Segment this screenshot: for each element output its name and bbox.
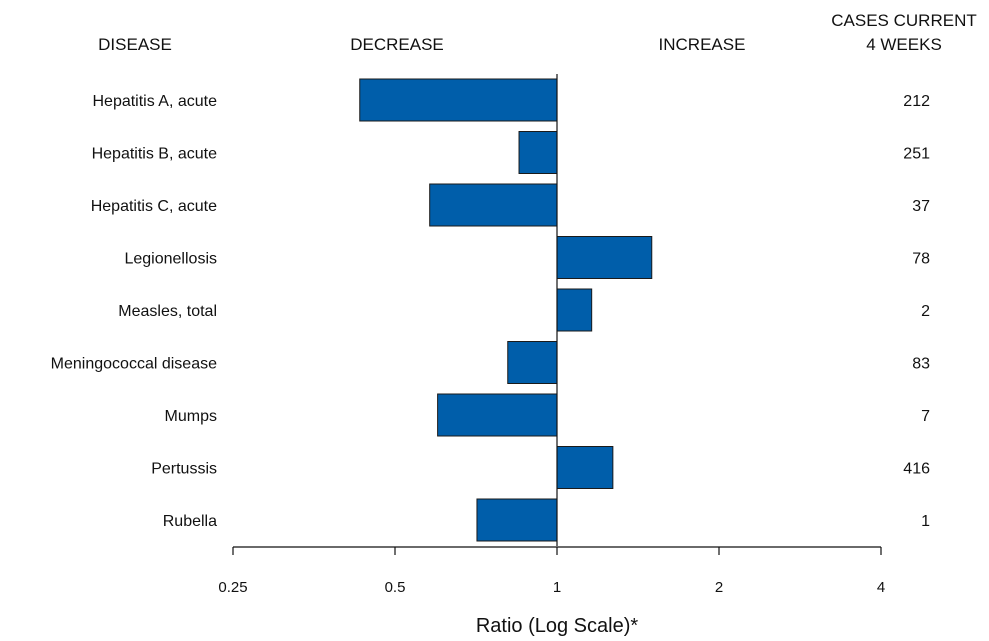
- cases-value: 37: [912, 198, 930, 215]
- bar-8: [476, 498, 558, 542]
- header-cases-line1: CASES CURRENT: [831, 11, 976, 30]
- cases-value: 212: [903, 93, 930, 110]
- header-decrease: DECREASE: [350, 35, 444, 54]
- cases-value: 78: [912, 251, 930, 268]
- cases-value: 7: [921, 408, 930, 425]
- cases-value: 416: [903, 461, 930, 478]
- cases-column: 212 251 37 78 2 83 7 416 1: [903, 93, 930, 530]
- category-label: Measles, total: [118, 303, 217, 320]
- category-label: Hepatitis C, acute: [91, 198, 217, 215]
- category-label: Pertussis: [151, 461, 217, 478]
- bar-0: [359, 78, 558, 122]
- cases-value: 83: [912, 356, 930, 373]
- x-axis-ticks: 0.25 0.5 1 2 4: [218, 547, 885, 596]
- header-increase: INCREASE: [659, 35, 746, 54]
- category-label: Hepatitis B, acute: [92, 146, 218, 163]
- bar-3: [556, 236, 653, 279]
- category-label: Legionellosis: [124, 251, 217, 268]
- header-disease: DISEASE: [98, 35, 172, 54]
- bar-1: [518, 131, 558, 174]
- category-labels: Hepatitis A, acute Hepatitis B, acute Hepa…: [51, 93, 217, 530]
- cases-value: 251: [903, 146, 930, 163]
- category-label: Hepatitis A, acute: [92, 93, 217, 110]
- category-label: Meningococcal disease: [51, 356, 217, 373]
- x-tick-label: 1: [553, 579, 561, 596]
- cases-value: 1: [921, 513, 930, 530]
- x-tick-label: 0.5: [385, 579, 406, 596]
- bars-group: [359, 78, 653, 542]
- bar-5: [507, 341, 558, 384]
- header-cases-line2: 4 WEEKS: [866, 35, 942, 54]
- bar-4: [556, 288, 593, 332]
- x-tick-label: 2: [715, 579, 723, 596]
- category-label: Rubella: [163, 513, 217, 530]
- bar-2: [429, 183, 558, 227]
- bar-6: [437, 393, 558, 437]
- x-axis-title: Ratio (Log Scale)*: [476, 615, 639, 637]
- cases-value: 2: [921, 303, 930, 320]
- x-tick-label: 4: [877, 579, 885, 596]
- category-label: Mumps: [165, 408, 217, 425]
- x-tick-label: 0.25: [218, 579, 247, 596]
- bar-7: [556, 446, 614, 489]
